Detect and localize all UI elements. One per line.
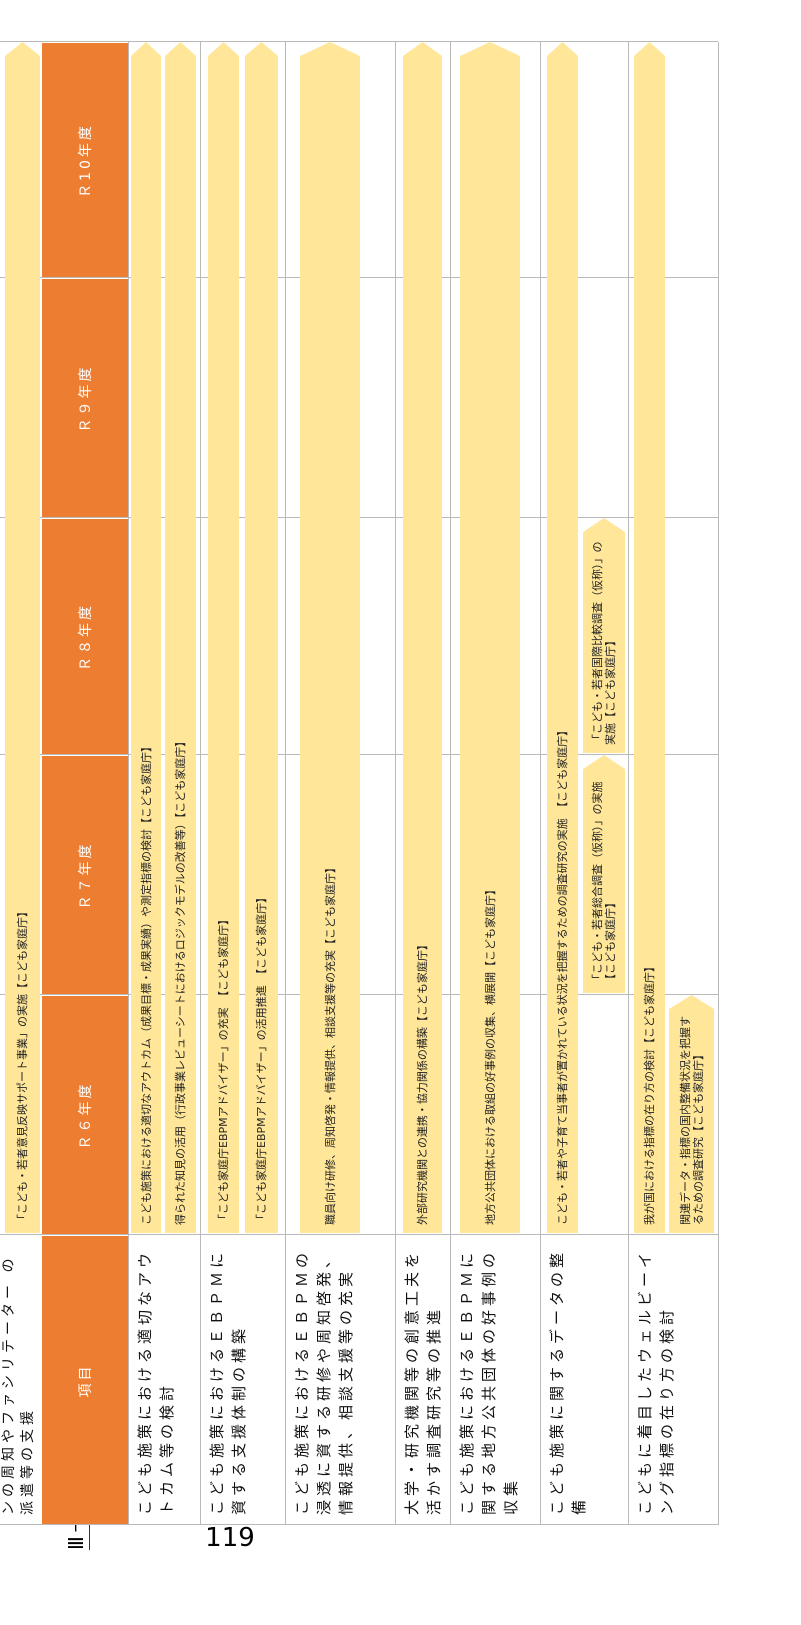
grid-line <box>42 41 718 42</box>
row-item: こども施策に関するデータの整備 <box>548 1248 588 1515</box>
column-header: Ｒ10年度 <box>42 42 128 278</box>
row-item: こども施策におけるＥＢＰＭに関する地方公共団体の好事例の収集 <box>458 1248 520 1515</box>
schedule-arrow: 職員向け研修、周知啓発・情報提供、相談支援等の充実【こども家庭庁】 <box>300 42 360 1233</box>
schedule-arrow: 我が国における指標の在り方の検討【こども家庭庁】 <box>634 42 665 1233</box>
row-item: こども施策におけるＥＢＰＭに資する支援体制の構築 <box>208 1248 248 1515</box>
column-header: Ｒ６年度 <box>42 995 128 1235</box>
column-header: Ｒ９年度 <box>42 278 128 518</box>
schedule-arrow: 「こども・若者国際比較調査（仮称）」の実施【こども家庭庁】 <box>583 518 625 753</box>
schedule-arrow: 関連データ・指標の国内整備状況を把握するための調査研究【こども家庭庁】 <box>669 995 714 1233</box>
row-item: こども施策における適切なアウトカム等の検討 <box>136 1248 176 1515</box>
border <box>0 41 45 42</box>
column-header: Ｒ７年度 <box>42 755 128 995</box>
schedule-arrow: 得られた知見の活用（行政事業レビューシートにおけるロジックモデルの改善等）【こど… <box>165 42 196 1233</box>
page-number: 119 <box>205 1523 255 1554</box>
row-item: こどもに着目したウェルビーイング指標の在り方の検討 <box>636 1248 676 1515</box>
schedule-arrow: 「こども家庭庁EBPMアドバイザー」の活用推進 【こども家庭庁】 <box>245 42 278 1233</box>
schedule-arrow: こども・若者や子育て当事者が置かれている状況を把握するための調査研究の実施 【こ… <box>547 42 578 1233</box>
schedule-arrow: 「こども・若者総合調査（仮称）」の実施【こども家庭庁】 <box>583 755 625 993</box>
schedule-arrow: 「こども家庭庁EBPMアドバイザー」の充実 【こども家庭庁】 <box>208 42 239 1233</box>
schedule-arrow: 地方公共団体における取組の好事例の収集、横展開【こども家庭庁】 <box>460 42 520 1233</box>
column-header: 項目 <box>42 1235 128 1525</box>
grid-line <box>718 42 719 1525</box>
schedule-arrow: こども施策における適切なアウトカム（成果目標・成果実績）や測定指標の検討【こども… <box>131 42 161 1233</box>
previous-arrow: 「こども・若者意見反映サポート事業」の実施【こども家庭庁】 <box>5 42 40 1233</box>
row-item: こども施策におけるＥＢＰＭの浸透に資する研修や周知啓発、情報提供、相談支援等の充… <box>293 1248 355 1515</box>
previous-item: ンの周知やファシリテーター の派遣等の支援 <box>1 1254 36 1515</box>
column-header: Ｒ８年度 <box>42 518 128 755</box>
schedule-arrow: 外部研究機関との連携・協力関係の構築【こども家庭庁】 <box>403 42 442 1233</box>
row-item: 大学・研究機関等の創意工夫を活かす調査研究等の推進 <box>403 1248 443 1515</box>
